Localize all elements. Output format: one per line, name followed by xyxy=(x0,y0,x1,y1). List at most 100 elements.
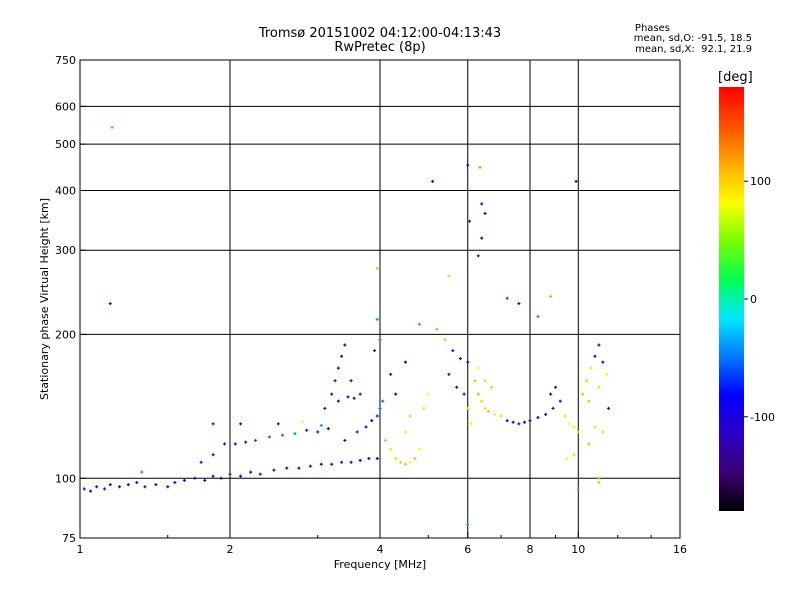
data-point xyxy=(89,489,93,493)
x-tick-label: 16 xyxy=(673,543,687,556)
data-point xyxy=(567,422,571,426)
y-tick-label: 200 xyxy=(55,328,76,341)
data-point xyxy=(239,474,243,478)
data-point xyxy=(223,442,227,446)
data-point xyxy=(244,440,248,444)
phase-stats-o: mean, sd,O: -91.5, 18.5 xyxy=(633,33,752,44)
data-point xyxy=(576,487,580,491)
x-tick-label: 2 xyxy=(227,543,234,556)
data-point xyxy=(281,433,285,437)
data-point xyxy=(585,379,589,383)
data-point xyxy=(82,487,86,491)
data-point xyxy=(358,392,362,396)
data-point xyxy=(466,163,470,167)
data-point xyxy=(358,458,362,462)
y-tick-label: 400 xyxy=(55,184,76,197)
data-point xyxy=(468,219,472,223)
data-point xyxy=(399,460,403,464)
data-point xyxy=(193,476,197,480)
data-point xyxy=(408,460,412,464)
data-point xyxy=(336,399,340,403)
data-point xyxy=(431,179,435,183)
data-point xyxy=(469,422,473,426)
data-point xyxy=(305,428,309,432)
data-point xyxy=(343,343,347,347)
phases-label: Phases xyxy=(634,23,670,34)
y-tick-label: 75 xyxy=(62,532,76,545)
data-point xyxy=(336,366,340,370)
data-point xyxy=(394,456,398,460)
data-point xyxy=(355,430,359,434)
data-point xyxy=(239,422,243,426)
data-point xyxy=(166,485,170,489)
data-point xyxy=(375,456,379,460)
data-point xyxy=(203,478,207,482)
data-point xyxy=(258,472,262,476)
data-point xyxy=(272,468,276,472)
data-point xyxy=(476,392,480,396)
data-point xyxy=(211,422,215,426)
data-point xyxy=(276,422,280,426)
colorbar-gradient xyxy=(719,87,744,511)
data-point xyxy=(536,314,540,318)
data-point xyxy=(443,338,447,342)
data-point xyxy=(528,419,532,423)
data-point xyxy=(389,447,393,451)
data-point xyxy=(143,485,147,489)
data-point xyxy=(323,406,327,410)
colorbar-unit: [deg] xyxy=(718,70,753,85)
data-point xyxy=(490,385,494,389)
data-point xyxy=(375,414,379,418)
data-point xyxy=(378,406,382,410)
x-tick-label: 4 xyxy=(377,543,384,556)
data-point xyxy=(333,379,337,383)
data-point xyxy=(394,392,398,396)
x-axis-label: Frequency [MHz] xyxy=(334,558,426,571)
data-point xyxy=(593,354,597,358)
data-point xyxy=(293,432,297,436)
data-point xyxy=(536,416,540,420)
x-tick-label: 8 xyxy=(527,543,534,556)
data-point xyxy=(326,427,330,431)
data-point xyxy=(408,414,412,418)
data-point xyxy=(199,460,203,464)
x-tick-label: 10 xyxy=(571,543,585,556)
data-point xyxy=(319,423,323,427)
data-point xyxy=(211,453,215,457)
data-point xyxy=(505,419,509,423)
x-tick-label: 1 xyxy=(77,543,84,556)
data-point xyxy=(597,385,601,389)
data-point xyxy=(426,392,430,396)
data-point xyxy=(219,476,223,480)
data-point xyxy=(505,296,509,300)
data-point xyxy=(480,236,484,240)
data-point xyxy=(249,470,253,474)
data-point xyxy=(572,453,576,457)
data-point xyxy=(480,399,484,403)
y-tick-label: 500 xyxy=(55,138,76,151)
data-point xyxy=(447,274,451,278)
data-point xyxy=(173,480,177,484)
y-tick-label: 300 xyxy=(55,244,76,257)
data-point xyxy=(417,322,421,326)
colorbar-tick-label: 100 xyxy=(750,175,771,188)
data-point xyxy=(381,399,385,403)
colorbar-tick-label: -100 xyxy=(750,411,775,424)
data-point xyxy=(455,385,459,389)
data-point xyxy=(589,366,593,370)
data-point xyxy=(413,456,417,460)
data-point xyxy=(558,399,562,403)
data-point xyxy=(330,462,334,466)
data-point xyxy=(466,523,470,527)
data-point xyxy=(597,476,601,480)
data-point xyxy=(462,392,466,396)
x-tick-label: 6 xyxy=(464,543,471,556)
data-point xyxy=(587,442,591,446)
y-tick-label: 600 xyxy=(55,100,76,113)
data-point xyxy=(330,392,334,396)
data-point xyxy=(483,212,487,216)
data-point xyxy=(135,480,139,484)
data-point xyxy=(486,409,490,413)
data-point xyxy=(466,406,470,410)
